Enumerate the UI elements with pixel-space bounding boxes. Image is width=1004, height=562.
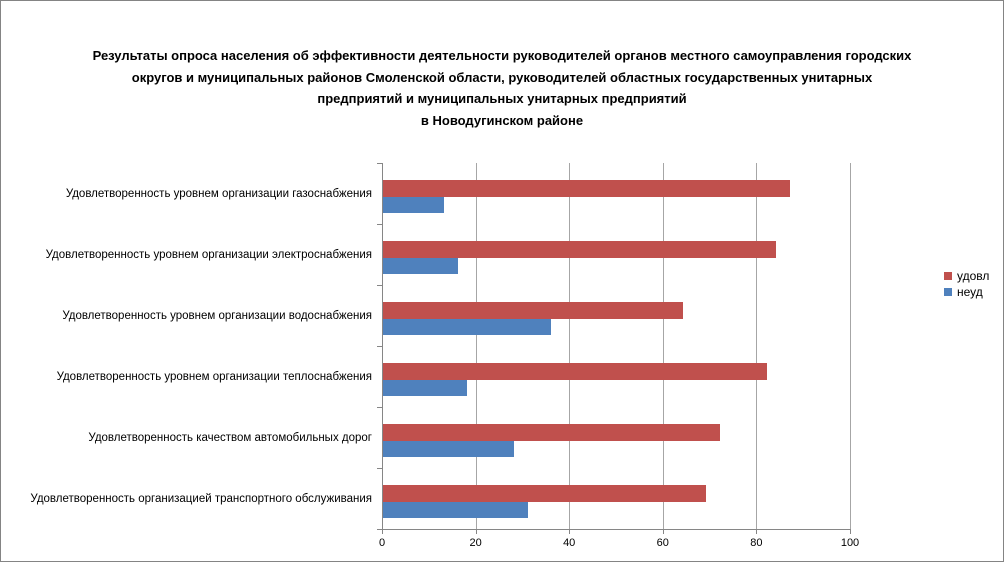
gridline-x-100 <box>850 163 851 529</box>
chart-title-line: в Новодугинском районе <box>420 112 584 128</box>
x-tick-label-60: 60 <box>656 537 669 549</box>
y-axis-tick-5 <box>377 468 382 469</box>
gridline-x-40 <box>569 163 571 529</box>
x-axis-tick-0 <box>382 529 383 534</box>
bar-удовл-4 <box>383 424 720 441</box>
x-tick-label-20: 20 <box>469 537 482 549</box>
gridline-x-80 <box>756 163 758 529</box>
legend-label-неуд: неуд <box>957 285 983 299</box>
y-axis-tick-2 <box>377 285 382 286</box>
x-axis-tick-40 <box>569 529 571 534</box>
bar-неуд-1 <box>383 257 458 274</box>
x-tick-label-100: 100 <box>840 537 860 549</box>
bar-неуд-2 <box>383 318 552 335</box>
legend-label-удовл: удовл <box>957 269 990 283</box>
legend-item-неуд: неуд <box>944 284 989 300</box>
plot-area <box>377 163 851 534</box>
bar-неуд-5 <box>383 501 529 518</box>
gridline-x-60 <box>662 163 664 529</box>
legend-swatch-неуд <box>944 288 952 296</box>
y-axis-tick-4 <box>377 407 382 408</box>
y-axis-tick-0 <box>377 163 382 164</box>
category-label-3: Удовлетворенность уровнем организации те… <box>56 370 372 383</box>
category-axis-labels: Удовлетворенность уровнем организации га… <box>1 163 377 529</box>
legend-swatch-удовл <box>944 272 952 280</box>
x-axis-tick-20 <box>475 529 477 534</box>
category-label-2: Удовлетворенность уровнем организации во… <box>62 309 372 322</box>
x-axis-tick-labels: 0 20 40 60 80 100 <box>378 537 859 551</box>
x-axis-tick-100 <box>850 529 851 534</box>
bar-неуд-3 <box>383 379 468 396</box>
chart-title-line: предприятий и муниципальных унитарных пр… <box>317 91 687 106</box>
x-tick-label-80: 80 <box>750 537 763 549</box>
chart-legend: удовл неуд <box>944 268 989 300</box>
bar-неуд-0 <box>383 196 444 213</box>
bar-удовл-2 <box>383 302 683 319</box>
bar-удовл-1 <box>383 241 777 258</box>
x-axis-tick-60 <box>662 529 664 534</box>
category-label-5: Удовлетворенность организацией транспорт… <box>30 492 372 505</box>
x-axis-line <box>382 529 850 530</box>
x-tick-label-40: 40 <box>563 537 576 549</box>
y-axis-line <box>382 163 383 529</box>
bar-удовл-0 <box>383 180 791 197</box>
category-label-4: Удовлетворенность качеством автомобильны… <box>88 431 372 444</box>
x-axis-tick-80 <box>756 529 758 534</box>
x-tick-label-0: 0 <box>378 537 386 549</box>
y-axis-tick-3 <box>377 346 382 347</box>
bar-удовл-5 <box>383 485 706 502</box>
category-label-1: Удовлетворенность уровнем организации эл… <box>45 248 372 261</box>
category-label-0: Удовлетворенность уровнем организации га… <box>65 187 372 200</box>
chart-title-line: округов и муниципальных районов Смоленск… <box>131 69 873 85</box>
y-axis-tick-1 <box>377 224 382 225</box>
y-axis-tick-6 <box>377 529 382 530</box>
chart-title-line: Результаты опроса населения об эффективн… <box>92 48 912 63</box>
bar-удовл-3 <box>383 363 767 380</box>
gridline-x-20 <box>475 163 477 529</box>
bar-неуд-4 <box>383 440 515 457</box>
legend-item-удовл: удовл <box>944 268 989 284</box>
chart-title: Результаты опроса населения об эффективн… <box>1 45 1003 131</box>
